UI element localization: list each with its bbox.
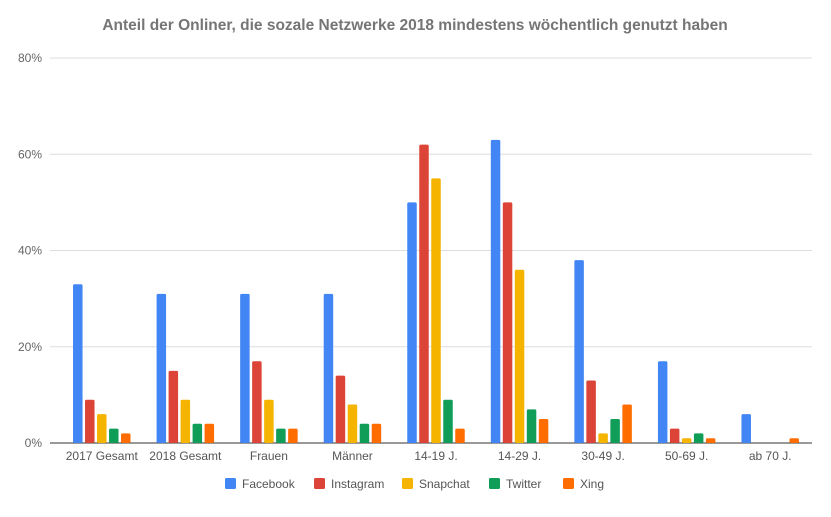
legend-label: Instagram xyxy=(331,477,384,491)
bar-facebook xyxy=(657,361,668,443)
bar-snapchat xyxy=(97,414,107,443)
x-tick-label: 2017 Gesamt xyxy=(66,449,139,463)
x-tick-label: ab 70 J. xyxy=(749,449,792,463)
bar-facebook xyxy=(574,260,584,443)
x-tick-label: Frauen xyxy=(250,449,288,463)
bar-twitter xyxy=(359,423,370,443)
bar-facebook xyxy=(156,293,167,443)
legend-item-facebook[interactable]: Facebook xyxy=(225,477,296,491)
y-tick-label: 40% xyxy=(18,244,42,258)
bar-instagram xyxy=(168,370,179,443)
legend-item-instagram[interactable]: Instagram xyxy=(314,477,384,491)
chart-title: Anteil der Onliner, die sozale Netzwerke… xyxy=(102,17,727,34)
legend-swatch xyxy=(402,478,413,489)
bar-xing xyxy=(288,428,298,443)
legend-item-snapchat[interactable]: Snapchat xyxy=(402,477,470,491)
legend-item-twitter[interactable]: Twitter xyxy=(489,477,541,491)
bar-xing xyxy=(455,428,465,443)
bar-snapchat xyxy=(598,433,608,443)
bar-xing xyxy=(371,423,382,443)
x-tick-label: 50-69 J. xyxy=(665,449,708,463)
bar-instagram xyxy=(502,202,513,443)
legend-label: Facebook xyxy=(242,477,296,491)
bar-facebook xyxy=(741,414,751,443)
bar-facebook xyxy=(240,293,250,443)
legend-swatch xyxy=(225,478,236,489)
bar-xing xyxy=(204,423,215,443)
bar-twitter xyxy=(610,418,620,443)
legend-swatch xyxy=(563,478,574,489)
bar-instagram xyxy=(335,375,346,443)
y-tick-label: 20% xyxy=(18,340,42,354)
legend-label: Xing xyxy=(580,477,604,491)
bar-facebook xyxy=(73,284,83,443)
legend-swatch xyxy=(489,478,500,489)
x-tick-label: 2018 Gesamt xyxy=(149,449,222,463)
bar-xing xyxy=(705,438,716,443)
bar-xing xyxy=(538,418,549,443)
bar-twitter xyxy=(443,399,453,443)
bar-snapchat xyxy=(681,438,692,443)
bar-instagram xyxy=(252,361,262,443)
x-tick-label: 14-29 J. xyxy=(498,449,541,463)
bar-twitter xyxy=(276,428,286,443)
bar-instagram xyxy=(669,428,680,443)
x-tick-label: 14-19 J. xyxy=(414,449,457,463)
bar-xing xyxy=(121,433,131,443)
y-tick-label: 60% xyxy=(18,147,42,161)
bar-snapchat xyxy=(264,399,274,443)
bar-xing xyxy=(622,404,632,443)
bar-instagram xyxy=(85,399,95,443)
bar-snapchat xyxy=(180,399,191,443)
bar-instagram xyxy=(586,380,596,443)
legend-swatch xyxy=(314,478,325,489)
bar-twitter xyxy=(693,433,704,443)
bar-twitter xyxy=(526,409,537,443)
legend-label: Snapchat xyxy=(419,477,470,491)
bar-snapchat xyxy=(347,404,358,443)
bar-twitter xyxy=(192,423,203,443)
y-tick-label: 80% xyxy=(18,51,42,65)
bar-facebook xyxy=(323,293,334,443)
legend-item-xing[interactable]: Xing xyxy=(563,477,604,491)
y-tick-label: 0% xyxy=(25,436,43,450)
x-tick-label: Männer xyxy=(332,449,373,463)
legend-label: Twitter xyxy=(506,477,541,491)
x-tick-label: 30-49 J. xyxy=(581,449,624,463)
bar-twitter xyxy=(109,428,119,443)
bar-facebook xyxy=(490,139,501,443)
bar-facebook xyxy=(407,202,417,443)
bar-snapchat xyxy=(431,178,441,443)
bar-instagram xyxy=(419,144,429,443)
bar-xing xyxy=(789,438,799,443)
bar-snapchat xyxy=(514,269,525,443)
